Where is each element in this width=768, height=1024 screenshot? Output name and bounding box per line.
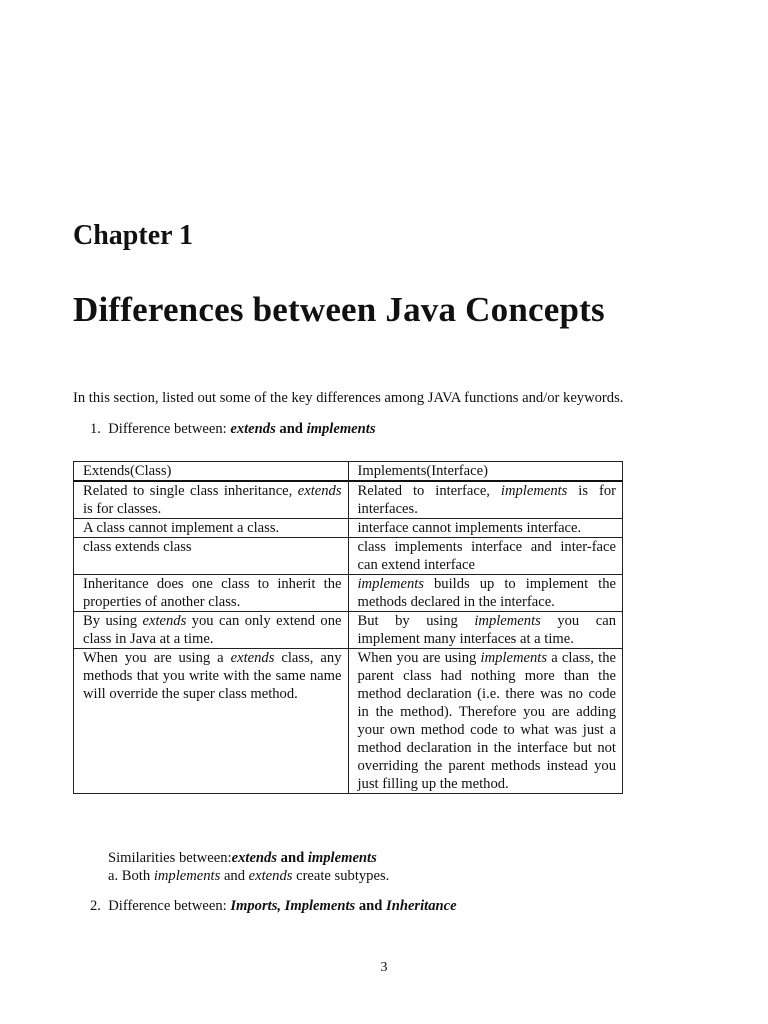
text: create subtypes. (292, 868, 390, 884)
table-row: Related to single class inheritance, ext… (73, 480, 623, 519)
list-number: 1. (90, 421, 101, 437)
keyword: implements (153, 868, 221, 884)
list-text: Difference between: (108, 421, 231, 437)
cell-text: Related to single class inheritance, (83, 483, 298, 499)
cell-implements: class implements interface and inter-fac… (347, 537, 623, 575)
cell-text: But by using (357, 613, 475, 629)
cell-text: a class, the parent class had nothing mo… (357, 650, 617, 792)
keyword: extends (297, 483, 342, 499)
conjunction: and (277, 850, 308, 866)
cell-extends: A class cannot implement a class. (73, 518, 349, 538)
text: and (220, 868, 249, 884)
keyword: extends (230, 650, 275, 666)
header-extends: Extends(Class) (73, 461, 349, 482)
keyword: implements (474, 613, 541, 629)
list-text: Difference between: (108, 898, 231, 914)
keyword: extends (142, 613, 187, 629)
keyword: implements (500, 483, 568, 499)
cell-text: you can implement many interfaces at a t… (357, 613, 617, 647)
keyword: implements (480, 650, 548, 666)
intro-paragraph: In this section, listed out some of the … (73, 390, 624, 406)
cell-text: you can only extend one class in Java at… (83, 613, 342, 647)
chapter-label: Chapter 1 (73, 220, 194, 251)
cell-extends: class extends class (73, 537, 349, 575)
conjunction: and (275, 421, 307, 437)
keyword: extends (248, 868, 293, 884)
comparison-table: Extends(Class) Implements(Interface) Rel… (73, 461, 623, 794)
cell-implements: When you are using implements a class, t… (347, 648, 623, 794)
cell-text: class extends class (83, 539, 192, 555)
cell-text: Related to interface, (357, 483, 501, 499)
similarities-label: Similarities between: (108, 850, 232, 866)
keyword-implements: implements (307, 850, 377, 866)
cell-text: interface cannot implements interface. (357, 520, 582, 536)
list-item-2: 2. Difference between: Imports, Implemen… (90, 898, 457, 915)
cell-text: class, any methods that you write with t… (83, 650, 342, 702)
keyword-implements: implements (306, 421, 376, 437)
similarities-heading: Similarities between:extends and impleme… (108, 849, 389, 867)
table-header-row: Extends(Class) Implements(Interface) (73, 461, 623, 482)
similarity-item: a. Both implements and extends create su… (108, 867, 389, 885)
table-row: A class cannot implement a class. interfa… (73, 518, 623, 538)
table-row: Inheritance does one class to inherit th… (73, 574, 623, 612)
similarities-section: Similarities between:extends and impleme… (108, 849, 389, 885)
header-implements: Implements(Interface) (347, 461, 623, 482)
keywords: Imports, Implements (230, 898, 356, 914)
cell-text: class implements interface and inter-fac… (357, 539, 617, 573)
cell-implements: implements builds up to implement the me… (347, 574, 623, 612)
page-number: 3 (380, 960, 388, 975)
cell-extends: Related to single class inheritance, ext… (73, 480, 349, 519)
cell-text: When you are using (357, 650, 481, 666)
table-row: class extends class class implements inte… (73, 537, 623, 575)
conjunction: and (355, 898, 387, 914)
cell-text: By using (83, 613, 143, 629)
table-row: By using extends you can only extend one… (73, 611, 623, 649)
cell-text: is for classes. (83, 501, 162, 517)
chapter-title: Differences between Java Concepts (73, 290, 605, 329)
table-row: When you are using a extends class, any … (73, 648, 623, 794)
cell-implements: Related to interface, implements is for … (347, 480, 623, 519)
text: a. Both (108, 868, 154, 884)
keyword-extends: extends (230, 421, 276, 437)
keyword: implements (357, 576, 424, 592)
cell-text: Inheritance does one class to inherit th… (83, 576, 342, 610)
cell-implements: But by using implements you can implemen… (347, 611, 623, 649)
cell-implements: interface cannot implements interface. (347, 518, 623, 538)
cell-extends: When you are using a extends class, any … (73, 648, 349, 794)
cell-text: When you are using a (83, 650, 231, 666)
list-item-1: 1. Difference between: extends and imple… (90, 421, 376, 438)
cell-text: A class cannot implement a class. (83, 520, 280, 536)
keyword-extends: extends (231, 850, 278, 866)
list-number: 2. (90, 898, 101, 914)
cell-extends: Inheritance does one class to inherit th… (73, 574, 349, 612)
keyword-inheritance: Inheritance (386, 898, 457, 914)
cell-extends: By using extends you can only extend one… (73, 611, 349, 649)
cell-text: builds up to implement the methods decla… (357, 576, 617, 610)
cell-text: is for interfaces. (357, 483, 616, 517)
